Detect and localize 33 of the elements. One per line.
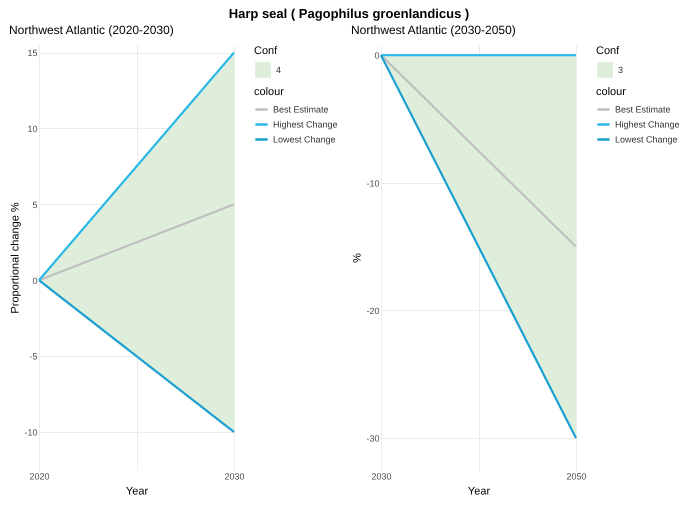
text: 4 xyxy=(276,65,282,75)
legend-label: Highest Change xyxy=(615,120,680,130)
y-tick-label: -10 xyxy=(24,428,38,438)
y-tick-label: 0 xyxy=(32,276,38,286)
text: Harp seal ( Pagophilus groenlandicus ) xyxy=(228,5,470,22)
legend-label: Lowest Change xyxy=(615,134,678,144)
y-tick-label: -5 xyxy=(29,352,38,362)
x-tick-label: 2020 xyxy=(29,472,50,482)
x-tick-label: 2030 xyxy=(224,472,245,482)
y-tick-label: -20 xyxy=(366,306,380,316)
y-tick-label: 0 xyxy=(374,50,380,61)
text: Conf xyxy=(596,45,620,57)
y-tick-label: -30 xyxy=(366,434,380,444)
legend-label: Best Estimate xyxy=(273,104,329,114)
chart-subtitle: Northwest Atlantic (2030-2050) xyxy=(350,23,516,37)
x-axis-title: Year xyxy=(126,486,148,498)
y-axis-title: % xyxy=(351,252,364,263)
legend-title: colour xyxy=(596,86,626,98)
x-axis-title: Year xyxy=(468,486,490,498)
x-tick-label: 2030 xyxy=(371,472,392,482)
legend-label: Highest Change xyxy=(273,120,338,130)
legend-title: colour xyxy=(254,86,284,98)
y-axis-title: Proportional change % xyxy=(9,202,22,314)
legend-label: Lowest Change xyxy=(273,134,336,144)
chart-subtitle: Northwest Atlantic (2020-2030) xyxy=(8,23,174,37)
y-tick-label: 15 xyxy=(27,48,38,58)
y-tick-label: 10 xyxy=(27,124,38,134)
y-tick-label: 5 xyxy=(32,200,38,210)
text: Conf xyxy=(254,45,278,57)
text: 3 xyxy=(618,65,624,75)
legend-label: Best Estimate xyxy=(615,104,671,114)
y-tick-label: -10 xyxy=(366,178,380,188)
x-tick-label: 2050 xyxy=(566,472,587,482)
